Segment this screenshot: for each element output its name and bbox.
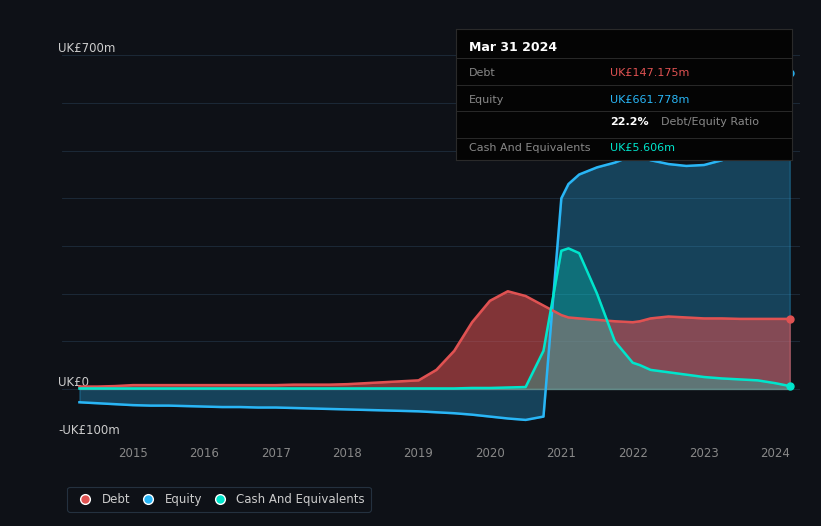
Text: UK£700m: UK£700m bbox=[57, 43, 115, 55]
Text: UK£147.175m: UK£147.175m bbox=[611, 68, 690, 78]
Text: Mar 31 2024: Mar 31 2024 bbox=[469, 41, 557, 54]
Text: 22.2%: 22.2% bbox=[611, 117, 649, 127]
Text: Debt: Debt bbox=[469, 68, 496, 78]
Text: UK£0: UK£0 bbox=[57, 376, 89, 389]
Point bbox=[783, 315, 796, 323]
Text: Debt/Equity Ratio: Debt/Equity Ratio bbox=[661, 117, 759, 127]
Point bbox=[783, 69, 796, 78]
Text: Equity: Equity bbox=[469, 95, 504, 105]
Point bbox=[783, 382, 796, 390]
Text: UK£661.778m: UK£661.778m bbox=[611, 95, 690, 105]
Legend: Debt, Equity, Cash And Equivalents: Debt, Equity, Cash And Equivalents bbox=[67, 487, 371, 512]
Text: Cash And Equivalents: Cash And Equivalents bbox=[469, 144, 590, 154]
Text: UK£5.606m: UK£5.606m bbox=[611, 144, 676, 154]
Text: -UK£100m: -UK£100m bbox=[57, 423, 120, 437]
